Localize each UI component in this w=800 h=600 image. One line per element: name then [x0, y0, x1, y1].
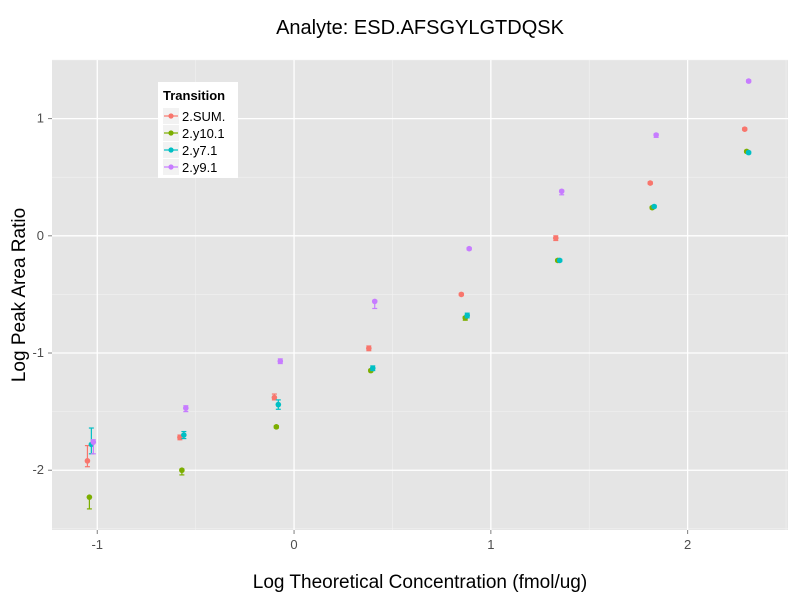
- y-tick-label: -1: [32, 345, 44, 360]
- series-2-y9-1: [90, 78, 752, 455]
- legend-label: 2.y9.1: [182, 160, 217, 175]
- data-point: [86, 494, 93, 500]
- x-tick-label: 2: [684, 537, 691, 552]
- data-point: [556, 257, 563, 264]
- legend-label: 2.SUM.: [182, 109, 225, 124]
- legend-key-point: [168, 164, 174, 170]
- data-point: [90, 439, 97, 445]
- data-point: [183, 405, 189, 411]
- legend-key-point: [168, 147, 174, 153]
- legend-key-point: [168, 113, 174, 119]
- chart-title: Analyte: ESD.AFSGYLGTDQSK: [276, 17, 565, 39]
- legend: Transition 2.SUM. 2.y10.1 2.y7.1 2.y9.1: [158, 82, 238, 178]
- data-point: [371, 298, 378, 305]
- legend-key-point: [168, 130, 174, 136]
- legend-title: Transition: [163, 88, 225, 103]
- data-point: [464, 312, 471, 319]
- y-axis-label: Log Peak Area Ratio: [9, 208, 30, 382]
- data-point: [275, 401, 282, 408]
- x-tick-label: 1: [487, 537, 494, 552]
- data-point: [271, 394, 278, 401]
- data-point: [741, 126, 748, 132]
- data-point: [647, 180, 654, 186]
- data-point: [273, 424, 280, 430]
- data-point: [552, 235, 559, 241]
- data-point: [466, 245, 472, 252]
- data-point: [745, 149, 752, 156]
- data-point: [84, 458, 91, 464]
- data-point: [653, 132, 659, 138]
- data-point: [558, 188, 565, 195]
- data-point: [369, 365, 376, 372]
- data-point: [181, 432, 187, 438]
- y-tick-label: -2: [32, 462, 44, 477]
- data-point: [277, 358, 284, 365]
- x-tick-label: -1: [91, 537, 103, 552]
- data-point: [458, 291, 465, 298]
- data-point: [179, 467, 185, 474]
- x-tick-label: 0: [290, 537, 297, 552]
- x-axis-label: Log Theoretical Concentration (fmol/ug): [253, 572, 587, 593]
- data-point: [651, 203, 657, 210]
- data-point: [366, 345, 372, 352]
- y-tick-label: 1: [37, 111, 44, 126]
- legend-label: 2.y7.1: [182, 143, 217, 158]
- y-tick-label: 0: [37, 228, 44, 243]
- legend-label: 2.y10.1: [182, 126, 225, 141]
- series-2-sum-: [84, 126, 748, 468]
- data-point: [745, 78, 752, 84]
